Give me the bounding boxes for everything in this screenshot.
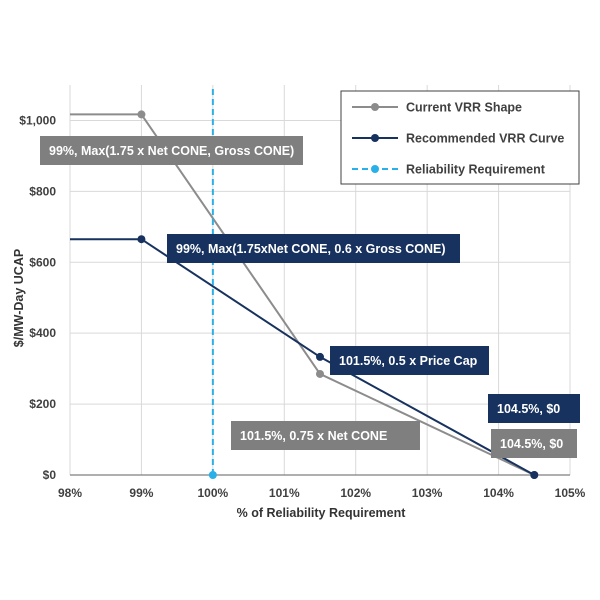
callout-box: [491, 429, 577, 458]
legend-swatch-marker: [371, 165, 379, 173]
axes: % of Reliability Requirement $/MW-Day UC…: [12, 113, 586, 520]
y-tick-label: $800: [29, 184, 56, 198]
x-axis-title: % of Reliability Requirement: [237, 506, 407, 520]
callout-box: [488, 394, 580, 423]
legend-swatch-marker: [371, 134, 379, 142]
callout-label: 104.5%, $0: [497, 402, 560, 416]
data-point: [208, 471, 217, 479]
callouts: 99%, Max(1.75 x Net CONE, Gross CONE) 99%…: [40, 136, 580, 458]
y-axis-title: $/MW-Day UCAP: [12, 249, 26, 347]
legend-label: Current VRR Shape: [406, 101, 522, 115]
callout-label: 101.5%, 0.5 x Price Cap: [339, 354, 478, 368]
y-tick-label: $600: [29, 255, 56, 269]
legend-label: Reliability Requirement: [406, 163, 546, 177]
data-point: [137, 235, 146, 244]
legend-label: Recommended VRR Curve: [406, 132, 564, 146]
x-tick-label: 100%: [198, 486, 229, 500]
callout-box: [330, 346, 489, 375]
x-tick-label: 98%: [58, 486, 82, 500]
callout-label: 101.5%, 0.75 x Net CONE: [240, 429, 387, 443]
series-line-1: [70, 238, 535, 476]
data-point: [137, 110, 146, 119]
y-tick-label: $400: [29, 326, 56, 340]
callout-box: [231, 421, 420, 450]
callout-box: [167, 234, 460, 263]
callout-label: 99%, Max(1.75 x Net CONE, Gross CONE): [49, 144, 294, 158]
y-tick-label: $1,000: [19, 113, 56, 127]
x-tick-label: 101%: [269, 486, 300, 500]
x-tick-label: 103%: [412, 486, 443, 500]
x-tick-label: 104%: [483, 486, 514, 500]
data-point: [316, 369, 324, 378]
x-tick-label: 102%: [340, 486, 371, 500]
data-point: [316, 352, 324, 361]
y-tick-label: $0: [43, 468, 57, 482]
x-tick-label: 99%: [129, 486, 153, 500]
x-tick-label: 105%: [555, 486, 586, 500]
callout-box: [40, 136, 303, 165]
callout-label: 99%, Max(1.75xNet CONE, 0.6 x Gross CONE…: [176, 242, 446, 256]
callout-label: 104.5%, $0: [500, 437, 563, 451]
data-point: [530, 471, 539, 479]
y-tick-label: $200: [29, 397, 56, 411]
legend-swatch-marker: [371, 103, 379, 111]
legend: Current VRR Shape Recommended VRR Curve Re…: [340, 90, 580, 185]
